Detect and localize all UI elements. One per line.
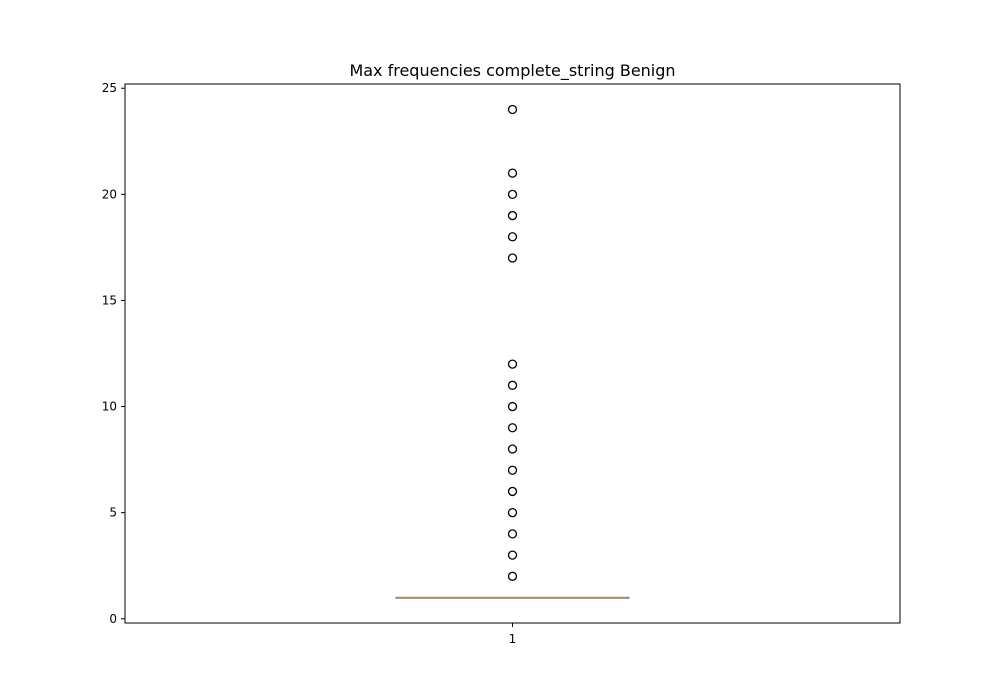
y-tick-label: 20 bbox=[102, 187, 117, 201]
x-axis: 1 bbox=[509, 623, 517, 646]
y-tick-label: 10 bbox=[102, 400, 117, 414]
plot-frame bbox=[124, 83, 901, 624]
y-tick-label: 25 bbox=[102, 81, 117, 95]
plot-layer bbox=[395, 104, 630, 599]
outlier-point bbox=[507, 571, 518, 581]
outlier-point bbox=[507, 401, 518, 412]
outlier-point bbox=[507, 104, 518, 115]
y-axis: 0 5 10 15 20 25 bbox=[102, 81, 125, 626]
outlier-point bbox=[507, 232, 518, 242]
outlier-point bbox=[507, 423, 518, 433]
y-tick-label: 15 bbox=[102, 293, 117, 307]
outlier-point bbox=[507, 550, 518, 560]
y-tick-label: 5 bbox=[109, 506, 117, 520]
outlier-point bbox=[507, 508, 518, 518]
outlier-point bbox=[507, 380, 518, 390]
outlier-point bbox=[507, 189, 518, 199]
x-tick-label: 1 bbox=[509, 632, 517, 646]
y-tick-label: 0 bbox=[109, 612, 117, 626]
outlier-point bbox=[507, 486, 518, 497]
outlier-point bbox=[507, 168, 518, 178]
outlier-point bbox=[507, 359, 518, 369]
outlier-point bbox=[507, 444, 518, 454]
outlier-point bbox=[507, 465, 518, 475]
outlier-point bbox=[507, 253, 518, 263]
outlier-point bbox=[507, 529, 518, 539]
outlier-point bbox=[507, 210, 518, 221]
chart-title: Max frequencies complete_string Benign bbox=[349, 61, 675, 81]
